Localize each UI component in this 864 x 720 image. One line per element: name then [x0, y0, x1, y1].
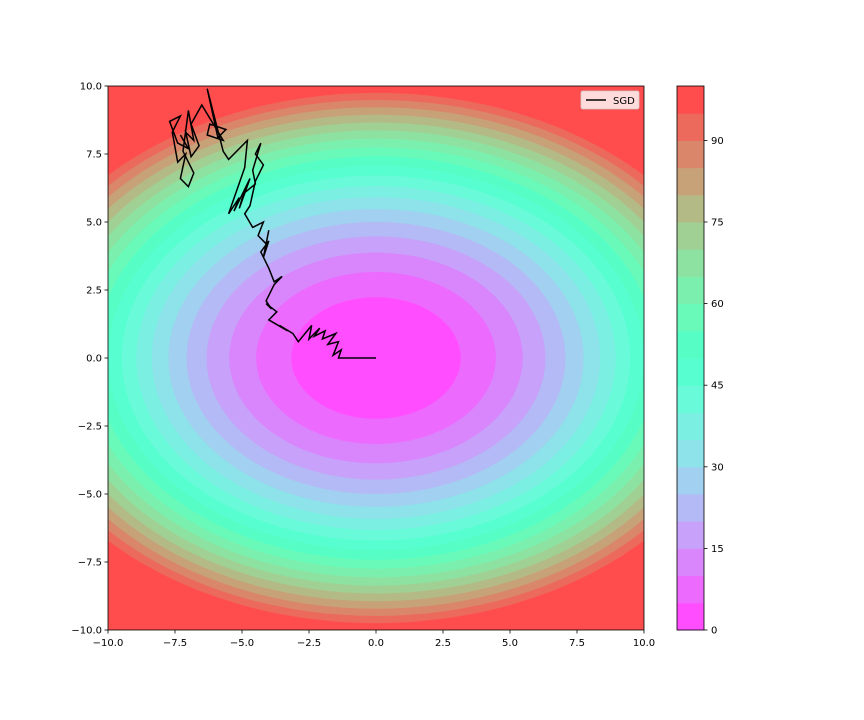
colorbar-band [677, 303, 704, 332]
y-tick-label: 2.5 [86, 286, 102, 297]
colorbar-band [677, 86, 704, 114]
x-tick-label: −5.0 [230, 638, 254, 649]
x-tick-label: 7.5 [569, 638, 585, 649]
y-tick-label: −7.5 [78, 558, 102, 569]
colorbar-frame [676, 85, 705, 631]
colorbar-band [677, 249, 704, 277]
colorbar-band [677, 330, 704, 359]
y-tick-label: 5.0 [86, 218, 102, 229]
x-tick-label: 5.0 [502, 638, 518, 649]
sgd-path [168, 88, 376, 359]
x-tick-label: 10.0 [633, 638, 655, 649]
colorbar-band [677, 276, 704, 305]
colorbar-band [677, 412, 704, 441]
x-tick-label: −7.5 [163, 638, 187, 649]
colorbar-fill [677, 86, 704, 631]
colorbar-tick-label: 60 [711, 299, 724, 310]
y-tick-label: −10.0 [71, 626, 102, 637]
colorbar-band [677, 521, 704, 549]
x-axis-ticks: −10.0 −7.5 −5.0 −2.5 0.0 2.5 5.0 7.5 10.0 [93, 630, 655, 649]
colorbar-band [677, 358, 704, 386]
legend-sgd-label: SGD [613, 96, 635, 107]
colorbar-band [677, 140, 704, 169]
colorbar-tick-label: 30 [711, 462, 724, 473]
colorbar-tick-label: 0 [711, 626, 717, 637]
legend: SGD [580, 90, 640, 110]
colorbar-ticks: 0 15 30 45 60 75 90 [704, 136, 724, 637]
sgd-path-layer [168, 88, 376, 359]
colorbar: 0 15 30 45 60 75 90 [676, 85, 724, 637]
colorbar-tick-label: 90 [711, 136, 724, 147]
x-tick-label: −2.5 [297, 638, 321, 649]
colorbar-band [677, 575, 704, 604]
y-tick-label: −5.0 [78, 490, 102, 501]
contour-axes: −10.0 −7.5 −5.0 −2.5 0.0 2.5 5.0 7.5 10.0 −10.0−… [71, 82, 655, 650]
x-tick-label: 0.0 [368, 638, 384, 649]
colorbar-band [677, 466, 704, 495]
colorbar-band [677, 494, 704, 522]
colorbar-band [677, 548, 704, 577]
colorbar-tick-label: 75 [711, 218, 724, 229]
colorbar-tick-label: 15 [711, 544, 724, 555]
y-axis-ticks: −10.0 −7.5 −5.0 −2.5 0.0 2.5 5.0 7.5 10.0 [71, 82, 108, 637]
y-tick-label: 0.0 [86, 354, 102, 365]
x-tick-label: 2.5 [435, 638, 451, 649]
x-tick-label: −10.0 [93, 638, 124, 649]
colorbar-band [677, 222, 704, 250]
colorbar-band [677, 439, 704, 468]
colorbar-band [677, 167, 704, 196]
y-tick-label: 7.5 [86, 150, 102, 161]
colorbar-band [677, 385, 704, 413]
y-tick-label: 10.0 [80, 82, 102, 93]
colorbar-tick-label: 45 [711, 381, 724, 392]
y-tick-label: −2.5 [78, 422, 102, 433]
colorbar-band [677, 194, 704, 223]
colorbar-band [677, 602, 704, 631]
legend-box [580, 90, 640, 110]
colorbar-band [677, 113, 704, 141]
